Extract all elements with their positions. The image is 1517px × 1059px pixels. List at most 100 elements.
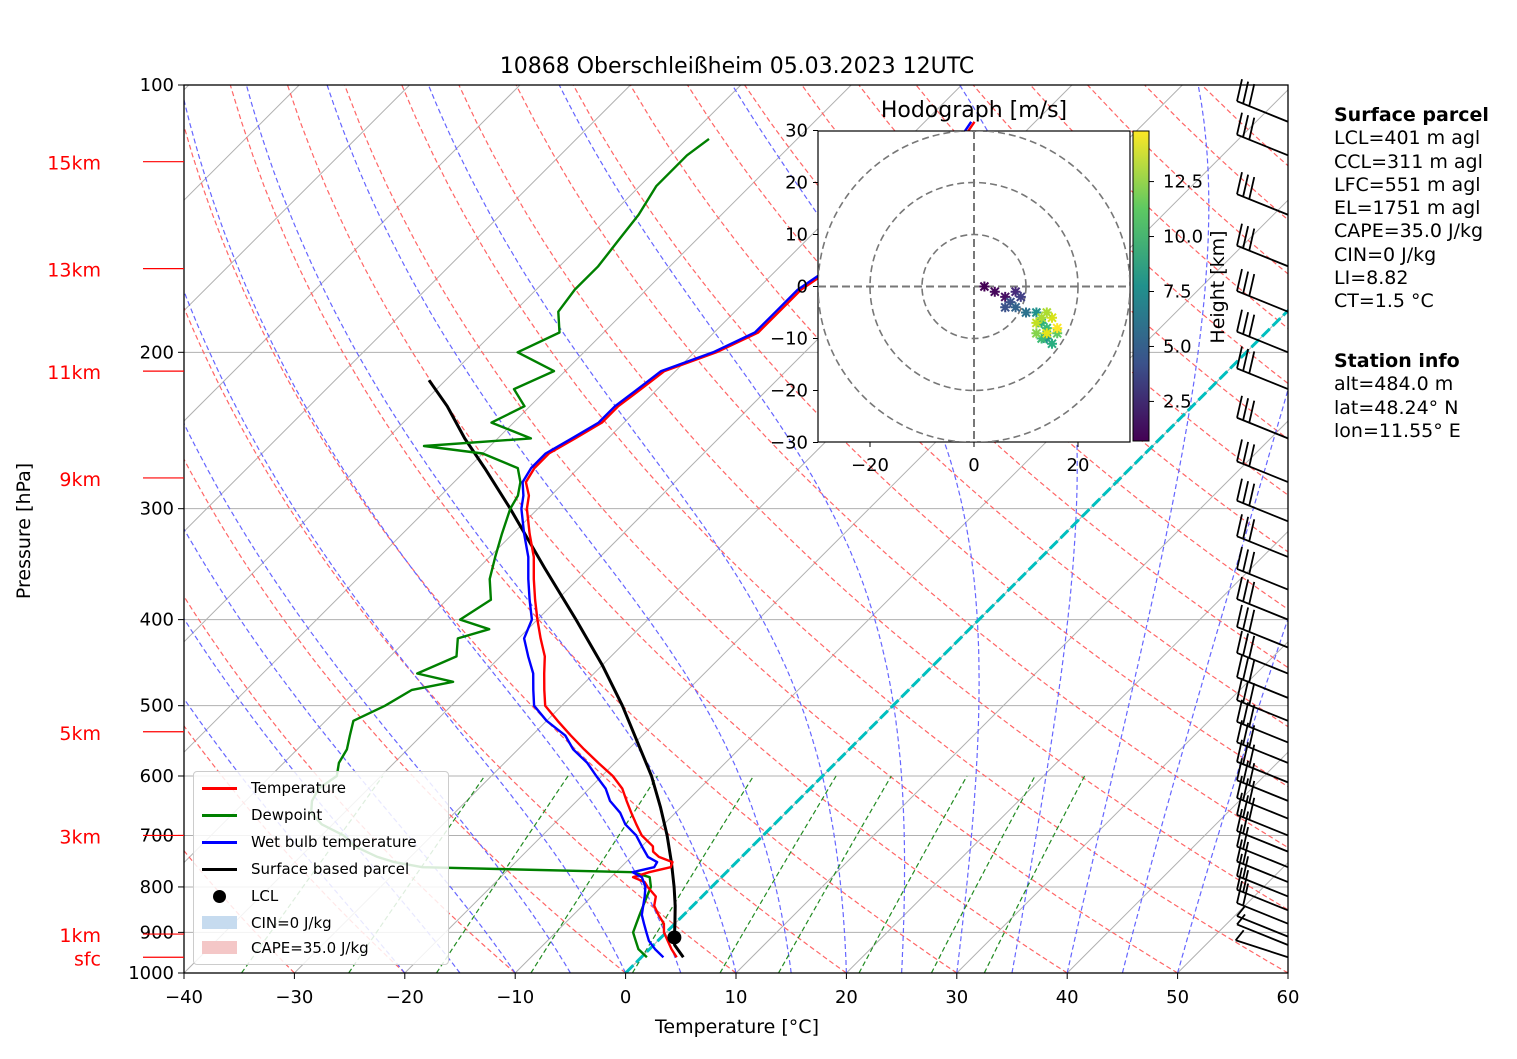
hodograph-rings xyxy=(818,131,1130,442)
x-tick-label: 50 xyxy=(1166,987,1189,1008)
wind-barbs xyxy=(1234,78,1289,959)
surface-parcel-ccl: CCL=311 m agl xyxy=(1334,150,1483,173)
x-tick-label: 60 xyxy=(1277,987,1300,1008)
surface-parcel-li: LI=8.82 xyxy=(1334,267,1409,290)
wind-barb xyxy=(1236,699,1289,744)
wind-barb xyxy=(1236,478,1289,523)
station-info-lon: lon=11.55° E xyxy=(1334,419,1461,442)
axes-layer: −40 −30 −20 −10 0 10 20 30 40 50 60100090080070060… xyxy=(47,75,1299,1008)
surface-parcel-lcl: LCL=401 m agl xyxy=(1334,127,1481,150)
surface-parcel-cin: CIN=0 J/kg xyxy=(1334,243,1437,266)
x-tick-label: −10 xyxy=(496,987,534,1008)
height-label-1km: 1km xyxy=(59,925,101,947)
station-info-alt: alt=484.0 m xyxy=(1334,373,1454,396)
mixing-ratio-line xyxy=(631,775,755,973)
y-tick-label: 600 xyxy=(140,766,174,787)
y-tick-label: 900 xyxy=(140,922,174,943)
legend: Temperature Dewpoint Wet bulb temperatur… xyxy=(193,771,449,965)
wind-barb xyxy=(1236,678,1289,722)
hodograph-y-tick-label: 30 xyxy=(785,121,808,142)
wind-barb xyxy=(1236,223,1289,268)
wind-barb xyxy=(1236,867,1289,912)
isotherm-line xyxy=(956,641,1288,973)
y-tick-label: 100 xyxy=(140,75,174,96)
moist-adiabat-line xyxy=(1121,387,1288,973)
wind-barb xyxy=(1236,808,1289,853)
hodograph-marker xyxy=(989,286,1000,297)
dry-adiabat-line xyxy=(458,85,1288,911)
legend-item-cape: CAPE=35.0 J/kg xyxy=(202,936,369,960)
colorbar-tick-label: 2.5 xyxy=(1163,391,1192,412)
wind-barb xyxy=(1236,546,1289,591)
hodograph-y-tick-label: −20 xyxy=(770,381,808,402)
legend-label-cape: CAPE=35.0 J/kg xyxy=(251,939,369,957)
y-tick-label: 200 xyxy=(140,342,174,363)
wind-barb xyxy=(1236,853,1289,898)
legend-label-temperature: Temperature xyxy=(251,779,347,797)
moist-adiabat-line xyxy=(1066,85,1210,973)
wind-barb xyxy=(1236,630,1289,675)
wind-barb xyxy=(1236,309,1289,354)
wind-barb xyxy=(1236,112,1289,157)
moist-adiabat-line xyxy=(184,422,571,973)
temperature-line xyxy=(524,121,976,958)
station-info-panel: Station info alt=484.0 m lat=48.24° N lo… xyxy=(1334,350,1461,443)
legend-item-cin: CIN=0 J/kg xyxy=(202,911,332,935)
surface-parcel-panel: Surface parcel LCL=401 m agl CCL=311 m a… xyxy=(1334,104,1489,314)
hodograph-marker xyxy=(1047,338,1057,349)
wind-barb xyxy=(1236,604,1289,649)
y-axis-label: Pressure [hPa] xyxy=(13,463,35,599)
hodograph-marker xyxy=(1041,323,1052,334)
legend-label-dewpoint: Dewpoint xyxy=(251,806,323,824)
isotherm-line xyxy=(184,85,852,753)
y-tick-label: 300 xyxy=(140,499,174,520)
isotherm-line xyxy=(1066,751,1288,973)
hodograph-marker xyxy=(1031,328,1042,339)
moist-adiabat-line xyxy=(427,85,847,973)
height-label-sfc: sfc xyxy=(74,948,101,970)
x-tick-label: 30 xyxy=(945,987,968,1008)
dry-adiabat-line xyxy=(184,595,516,973)
hodograph-marker xyxy=(979,281,990,292)
height-label-5km: 5km xyxy=(59,723,101,745)
hodograph-title: Hodograph [m/s] xyxy=(881,98,1067,123)
wind-barb xyxy=(1236,171,1289,216)
legend-item-temperature: Temperature xyxy=(202,776,346,800)
wind-barb xyxy=(1236,514,1289,558)
mixing-ratio-line xyxy=(435,775,569,973)
wind-barb xyxy=(1236,439,1289,483)
x-tick-label: −20 xyxy=(386,987,424,1008)
surface-parcel-el: EL=1751 m agl xyxy=(1334,197,1481,220)
legend-label-parcel: Surface based parcel xyxy=(251,860,410,878)
hodograph-marker xyxy=(1031,317,1042,328)
colorbar-label: Height [km] xyxy=(1207,230,1229,343)
wind-barb xyxy=(1236,78,1289,123)
x-tick-label: 20 xyxy=(835,987,858,1008)
x-tick-label: 0 xyxy=(620,987,631,1008)
isotherm-line xyxy=(184,85,742,643)
dry-adiabat-line xyxy=(286,85,1068,973)
surface-parcel-cape: CAPE=35.0 J/kg xyxy=(1334,220,1484,243)
legend-item-lcl: LCL xyxy=(202,884,278,908)
station-info-header: Station info xyxy=(1334,350,1460,372)
hodograph-y-tick-label: 0 xyxy=(797,277,808,298)
chart-title: 10868 Oberschleißheim 05.03.2023 12UTC xyxy=(500,54,975,79)
height-label-3km: 3km xyxy=(59,826,101,848)
hodograph-marker xyxy=(1052,328,1063,339)
colorbar-tick-label: 7.5 xyxy=(1163,281,1192,302)
moist-adiabat-line xyxy=(326,85,792,973)
legend-item-wetbulb: Wet bulb temperature xyxy=(202,830,417,854)
wind-barb xyxy=(1236,775,1289,820)
wind-barb xyxy=(1236,913,1289,946)
hodograph-marker xyxy=(1021,307,1031,318)
mixing-ratio-line xyxy=(930,775,1036,973)
dry-adiabat-line xyxy=(344,85,1178,973)
moist-adiabat-line xyxy=(245,85,737,973)
hodograph-marker xyxy=(1041,328,1052,339)
wetbulb-line xyxy=(520,121,973,959)
colorbar-tick-label: 12.5 xyxy=(1163,172,1203,193)
wind-barb xyxy=(1236,792,1289,837)
surface-parcel-header: Surface parcel xyxy=(1334,104,1489,126)
parcel-line xyxy=(427,379,685,959)
